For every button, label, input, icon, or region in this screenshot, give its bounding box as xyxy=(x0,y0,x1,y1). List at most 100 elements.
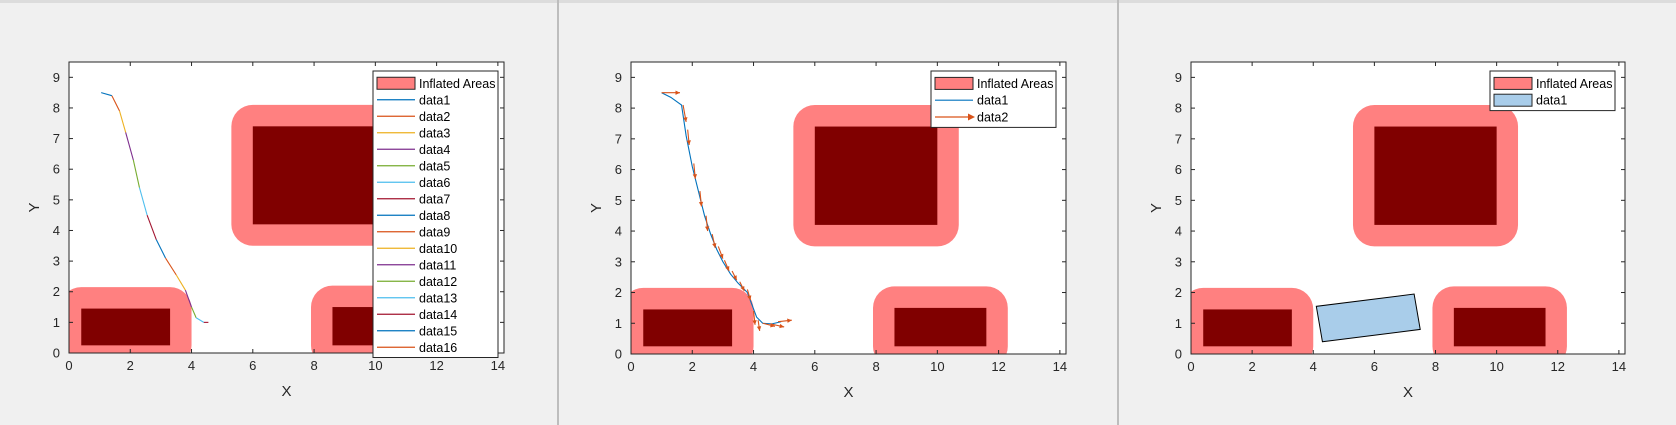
legend-entry: data1 xyxy=(419,93,450,107)
quiver-arrowhead xyxy=(683,117,688,122)
x-axis-label: X xyxy=(1403,384,1413,401)
quiver-arrowhead xyxy=(747,295,752,301)
legend-entry: data16 xyxy=(419,341,457,355)
y-tick-label: 8 xyxy=(1175,101,1182,116)
window-separator xyxy=(1117,0,1119,425)
quiver-arrowhead xyxy=(712,243,717,248)
legend-entry: data1 xyxy=(1536,94,1567,108)
y-tick-label: 7 xyxy=(615,131,622,146)
axes-box xyxy=(1190,61,1626,355)
obstacle xyxy=(894,307,987,347)
quiver-arrowhead xyxy=(725,266,730,272)
trajectory-segment xyxy=(195,317,205,323)
y-tick-label: 8 xyxy=(615,101,622,116)
y-tick-label: 6 xyxy=(615,162,622,177)
legend-entry: data4 xyxy=(419,143,450,157)
y-tick-label: 7 xyxy=(53,131,60,146)
x-tick-label: 2 xyxy=(1249,359,1256,374)
x-tick-label: 12 xyxy=(991,359,1005,374)
x-tick-label: 0 xyxy=(65,358,72,373)
obstacle xyxy=(814,126,938,225)
legend-entry: data10 xyxy=(419,242,457,256)
x-tick-label: 14 xyxy=(1612,359,1626,374)
x-tick-label: 14 xyxy=(1053,359,1067,374)
y-tick-label: 0 xyxy=(1175,347,1182,362)
y-tick-label: 6 xyxy=(1175,162,1182,177)
legend-box xyxy=(372,70,499,358)
x-tick-label: 12 xyxy=(1551,359,1565,374)
quiver-arrowhead xyxy=(675,90,681,95)
legend-swatch-arrowhead xyxy=(968,113,975,121)
window-separator xyxy=(557,0,559,425)
quiver-arrowhead xyxy=(756,326,762,331)
legend-swatch-vehicle xyxy=(1493,93,1533,107)
y-tick-label: 4 xyxy=(53,223,60,238)
y-tick-label: 1 xyxy=(615,316,622,331)
y-tick-label: 5 xyxy=(1175,193,1182,208)
x-axis-label: X xyxy=(843,384,853,401)
x-tick-label: 6 xyxy=(1371,359,1378,374)
y-tick-label: 1 xyxy=(1175,316,1182,331)
figure-toolbar-edge xyxy=(0,0,557,3)
figure-toolbar-edge xyxy=(559,0,1117,3)
legend: Inflated Areas data1 xyxy=(1489,70,1616,112)
y-axis-label: Y xyxy=(26,202,43,212)
trajectory-segment xyxy=(101,92,113,97)
legend-entry: Inflated Areas xyxy=(977,77,1053,91)
legend-entry: data11 xyxy=(419,258,456,272)
legend: Inflated Areas data1 data2 xyxy=(930,70,1057,128)
x-tick-label: 0 xyxy=(1187,359,1194,374)
quiver-arrowhead xyxy=(698,201,704,207)
y-tick-label: 3 xyxy=(53,254,60,269)
x-tick-label: 10 xyxy=(1489,359,1503,374)
trajectory-segment xyxy=(125,132,134,161)
x-tick-label: 2 xyxy=(127,358,134,373)
y-axis-label: Y xyxy=(1148,203,1165,213)
legend-entry: data1 xyxy=(977,94,1008,108)
legend-entry: Inflated Areas xyxy=(419,77,495,91)
trajectory-segment xyxy=(191,306,197,318)
plot-contents xyxy=(69,92,446,353)
trajectory-segment xyxy=(184,290,193,308)
trajectory-segment xyxy=(165,257,177,276)
trajectory-segment xyxy=(175,274,186,291)
x-tick-label: 4 xyxy=(750,359,757,374)
y-tick-label: 9 xyxy=(1175,70,1182,85)
x-axis-label: X xyxy=(281,383,291,400)
y-tick-label: 5 xyxy=(615,193,622,208)
y-tick-label: 9 xyxy=(615,70,622,85)
legend-entry: data8 xyxy=(419,209,450,223)
trajectory-segment xyxy=(132,159,140,188)
y-tick-label: 2 xyxy=(1175,285,1182,300)
trajectory-segment xyxy=(155,239,166,259)
quiver-arrowhead xyxy=(704,226,710,232)
trajectory-segment xyxy=(111,95,121,112)
x-tick-label: 8 xyxy=(310,358,317,373)
legend-entry: Inflated Areas xyxy=(1536,77,1612,91)
obstacle xyxy=(252,126,376,225)
quiver-arrowhead xyxy=(719,253,724,259)
x-tick-label: 8 xyxy=(872,359,879,374)
legend-swatch-inflated xyxy=(1493,76,1533,90)
plot-contents xyxy=(1191,105,1567,354)
legend-swatch-inflated xyxy=(934,76,974,90)
obstacle xyxy=(1453,307,1546,347)
y-tick-label: 3 xyxy=(1175,254,1182,269)
y-tick-label: 0 xyxy=(53,346,60,361)
obstacle xyxy=(1374,126,1497,225)
y-tick-label: 4 xyxy=(615,224,622,239)
y-tick-label: 5 xyxy=(53,192,60,207)
plot-contents xyxy=(631,90,1008,354)
quiver-arrowhead xyxy=(686,140,691,145)
y-tick-label: 2 xyxy=(53,284,60,299)
legend-entry: data2 xyxy=(419,110,450,124)
vehicle-footprint xyxy=(1315,293,1421,343)
x-tick-label: 6 xyxy=(811,359,818,374)
x-tick-label: 4 xyxy=(188,358,195,373)
legend-entry: data7 xyxy=(419,192,450,206)
x-tick-label: 10 xyxy=(368,358,382,373)
obstacle xyxy=(1203,309,1292,347)
quiver-arrowhead xyxy=(752,320,757,325)
x-tick-label: 8 xyxy=(1432,359,1439,374)
